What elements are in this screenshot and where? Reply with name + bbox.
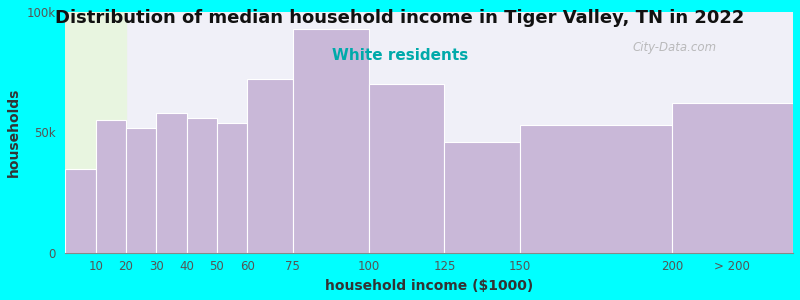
Bar <box>444 142 520 253</box>
Bar <box>186 118 217 253</box>
Bar <box>126 128 156 253</box>
Bar <box>96 120 126 253</box>
Bar <box>520 125 672 253</box>
Bar <box>156 113 186 253</box>
Bar <box>369 84 444 253</box>
Text: City-Data.com: City-Data.com <box>633 41 717 54</box>
Bar <box>247 80 293 253</box>
Bar <box>672 103 793 253</box>
Text: Distribution of median household income in Tiger Valley, TN in 2022: Distribution of median household income … <box>55 9 745 27</box>
Bar <box>66 12 126 253</box>
X-axis label: household income ($1000): household income ($1000) <box>325 279 534 293</box>
Text: White residents: White residents <box>332 48 468 63</box>
Y-axis label: households: households <box>7 88 21 177</box>
Bar <box>217 123 247 253</box>
Bar <box>66 169 96 253</box>
Bar <box>293 29 369 253</box>
